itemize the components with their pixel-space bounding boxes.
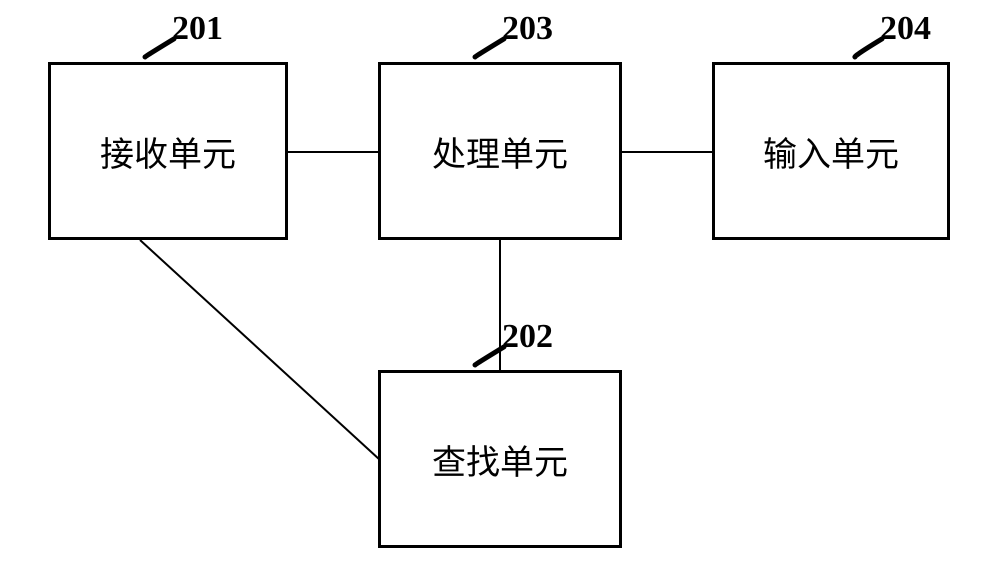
ref-label-201: 201	[172, 10, 223, 48]
node-label: 接收单元	[100, 127, 236, 176]
node-label: 处理单元	[432, 127, 568, 176]
ref-label-204: 204	[880, 10, 931, 48]
node-input-unit: 输入单元	[712, 62, 950, 240]
diagram-stage: 接收单元 处理单元 输入单元 查找单元 201 203 204 202	[0, 0, 1000, 585]
node-search-unit: 查找单元	[378, 370, 622, 548]
ref-arc	[475, 347, 504, 365]
node-receive-unit: 接收单元	[48, 62, 288, 240]
node-label: 输入单元	[763, 127, 899, 176]
ref-arc	[855, 39, 882, 57]
node-process-unit: 处理单元	[378, 62, 622, 240]
ref-label-202: 202	[502, 318, 553, 356]
ref-label-203: 203	[502, 10, 553, 48]
edge	[140, 240, 380, 460]
ref-arc	[475, 39, 504, 57]
node-label: 查找单元	[432, 435, 568, 484]
ref-arc	[145, 39, 174, 57]
